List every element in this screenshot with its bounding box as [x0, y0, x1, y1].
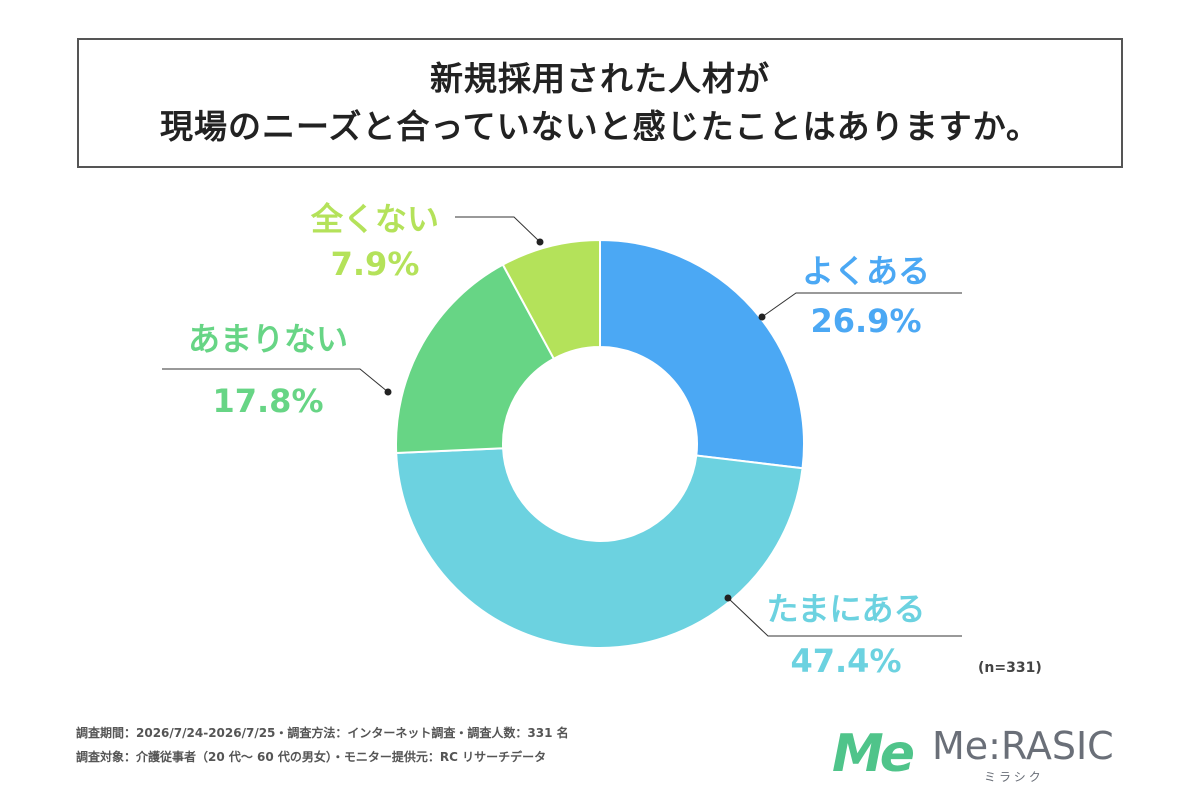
survey-info-line-2: 調査対象：介護従事者（20 代〜 60 代の男女）・モニター提供元：RC リサー…: [76, 750, 547, 764]
leader-line-1: [727, 597, 962, 637]
survey-info-line-1: 調査期間：2026/7/24-2026/7/25・調査方法：インターネット調査・…: [76, 726, 569, 740]
chart-title-line-2: 現場のニーズと合っていないと感じたことはありますか。: [159, 107, 1041, 146]
leader-line-2: [162, 368, 389, 393]
slice-3: [501, 238, 601, 361]
sample-size-label: (n=331): [978, 660, 1042, 676]
slice-value-label-3: 7.9%: [331, 245, 420, 283]
slice-label-2: あまりない: [188, 320, 348, 358]
leader-dot-3: [536, 238, 544, 246]
slice-0: [599, 238, 805, 470]
chart-title-line-1: 新規採用された人材が: [430, 59, 770, 98]
logo-name: Me:RASIC: [932, 724, 1114, 768]
slice-label-0: よくある: [802, 252, 930, 290]
leader-dot-0: [758, 313, 766, 321]
slice-value-label-1: 47.4%: [790, 642, 901, 680]
leader-dot-1: [724, 594, 732, 602]
slice-label-1: たまにある: [766, 590, 925, 628]
leader-line-3: [455, 216, 541, 243]
title-box: 新規採用された人材が 現場のニーズと合っていないと感じたことはありますか。: [77, 38, 1123, 168]
slice-label-3: 全くない: [310, 200, 439, 238]
logo-kana: ミラシク: [984, 770, 1044, 784]
logo-mark: Me: [832, 724, 915, 784]
slice-2: [395, 263, 556, 455]
leader-line-0: [761, 292, 962, 318]
leader-dot-2: [384, 388, 392, 396]
merasic-logo: Me Me:RASIC ミラシク: [832, 718, 1132, 790]
slice-value-label-2: 17.8%: [212, 382, 323, 420]
slice-value-label-0: 26.9%: [810, 302, 921, 340]
slice-1: [395, 447, 804, 649]
